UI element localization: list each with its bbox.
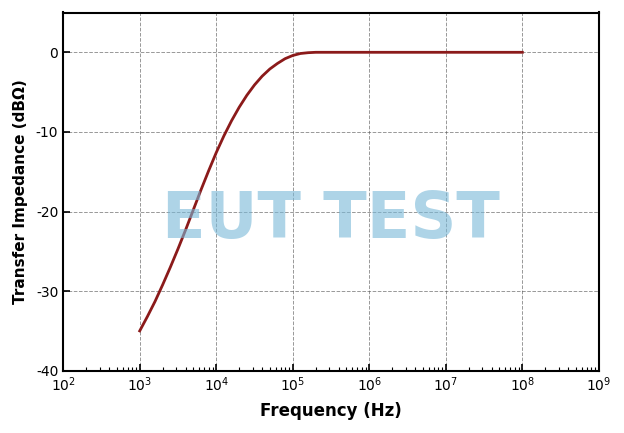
- X-axis label: Frequency (Hz): Frequency (Hz): [260, 403, 402, 420]
- Text: EUT TEST: EUT TEST: [162, 189, 500, 251]
- Y-axis label: Transfer Impedance (dBΩ): Transfer Impedance (dBΩ): [12, 79, 27, 304]
